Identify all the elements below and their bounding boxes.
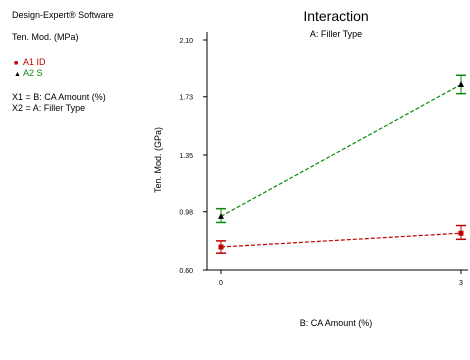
data-point-triangle: [218, 212, 224, 219]
square-marker-icon: ■: [14, 60, 19, 67]
factor-label-x1: X1 = B: CA Amount (%): [12, 92, 106, 102]
legend-item-a2: ▲ A2 S: [14, 68, 43, 80]
response-label: Ten. Mod. (MPa): [12, 32, 79, 42]
data-point-triangle: [458, 80, 464, 87]
y-tick-label: 1.73: [179, 95, 193, 102]
triangle-marker-icon: ▲: [14, 71, 21, 78]
legend-item-a1: ■ A1 ID: [14, 57, 46, 69]
chart-subtitle: A: Filler Type: [310, 29, 362, 39]
x-tick-label: 3: [459, 280, 463, 287]
data-point-square: [218, 244, 224, 250]
info-panel: Design-Expert® Software Ten. Mod. (MPa) …: [0, 0, 150, 360]
x-tick-label: 0: [219, 280, 223, 287]
factor-label-x2: X2 = A: Filler Type: [12, 103, 86, 113]
y-tick-label: 2.10: [179, 38, 193, 45]
legend-label-a2: A2 S: [23, 68, 43, 78]
y-tick-label: 0.98: [179, 210, 193, 217]
legend-label-a1: A1 ID: [23, 57, 46, 67]
software-label: Design-Expert® Software: [12, 10, 114, 20]
y-tick-label: 0.60: [179, 268, 193, 275]
y-tick-label: 1.35: [179, 153, 193, 160]
chart-title: Interaction: [303, 8, 368, 24]
series-line-0: [220, 232, 462, 248]
y-axis-label: Ten. Mod. (GPa): [153, 127, 163, 193]
data-point-square: [458, 230, 464, 236]
x-axis-label: B: CA Amount (%): [300, 318, 373, 328]
series-line-1: [220, 83, 462, 217]
